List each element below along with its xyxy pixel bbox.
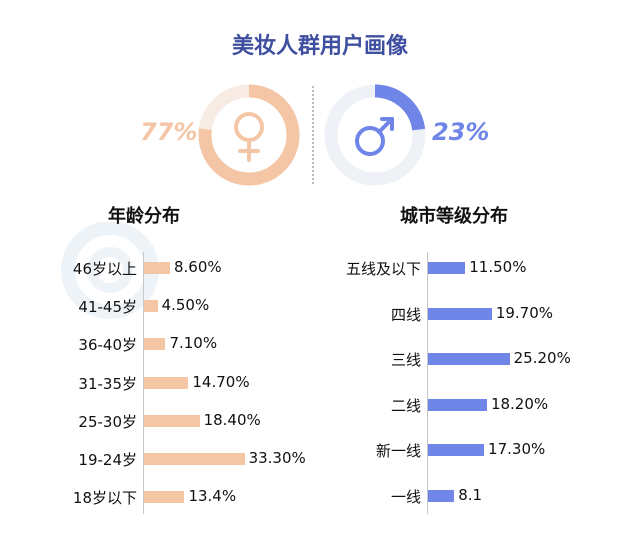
age-category-label: 25-30岁 [78,412,137,431]
age-bar [144,300,158,313]
age-value-label: 14.70% [192,372,250,391]
age-category-label: 46岁以上 [72,260,137,278]
city-bar [428,353,510,366]
city-value-label: 18.20% [490,394,549,413]
city-value-label: 8.1 [458,486,483,504]
city-axis-line [427,252,428,514]
age-bar [144,262,170,274]
age-chart-title: 年龄分布 [108,206,180,227]
age-category-label: 19-24岁 [78,451,137,469]
city-bar [428,307,492,320]
city-category-label: 四线 [390,305,421,324]
city-value-label: 17.30% [488,440,546,459]
age-value-label: 8.60% [173,258,222,276]
city-bar [428,398,487,411]
female-icon [234,112,264,162]
city-category-label: 三线 [390,351,421,370]
age-value-label: 33.30% [248,449,306,467]
age-bar [144,491,185,504]
male-ring-chart [324,84,426,186]
city-category-label: 新一线 [375,442,421,461]
age-axis-line [143,252,144,514]
age-bar [144,376,189,389]
age-category-label: 31-35岁 [78,374,137,393]
age-value-label: 18.40% [203,410,261,429]
city-category-label: 二线 [390,396,421,415]
city-value-label: 25.20% [513,349,571,368]
age-category-label: 36-40岁 [78,336,137,355]
male-icon [355,117,394,156]
age-bar [144,414,200,427]
age-bar [144,338,166,351]
city-chart-title: 城市等级分布 [400,206,508,227]
age-category-label: 41-45岁 [78,298,137,317]
male-ring-arc [324,84,426,186]
page-title: 美妆人群用户画像 [231,34,408,59]
male-percentage: 23% [432,118,490,146]
city-bar [428,490,455,502]
city-bar [428,262,466,274]
city-bar [428,444,485,457]
city-category-label: 五线及以下 [345,260,421,278]
female-ring-arc [198,84,300,186]
city-value-label: 11.50% [469,258,527,276]
age-value-label: 7.10% [169,334,218,353]
age-value-label: 4.50% [161,296,210,315]
gender-divider [312,86,314,184]
female-percentage: 77% [140,118,198,146]
age-bar [144,453,245,465]
age-value-label: 13.4% [188,487,237,506]
city-category-label: 一线 [390,488,421,506]
female-ring-chart [198,84,300,186]
city-value-label: 19.70% [495,303,554,322]
age-category-label: 18岁以下 [72,489,137,508]
